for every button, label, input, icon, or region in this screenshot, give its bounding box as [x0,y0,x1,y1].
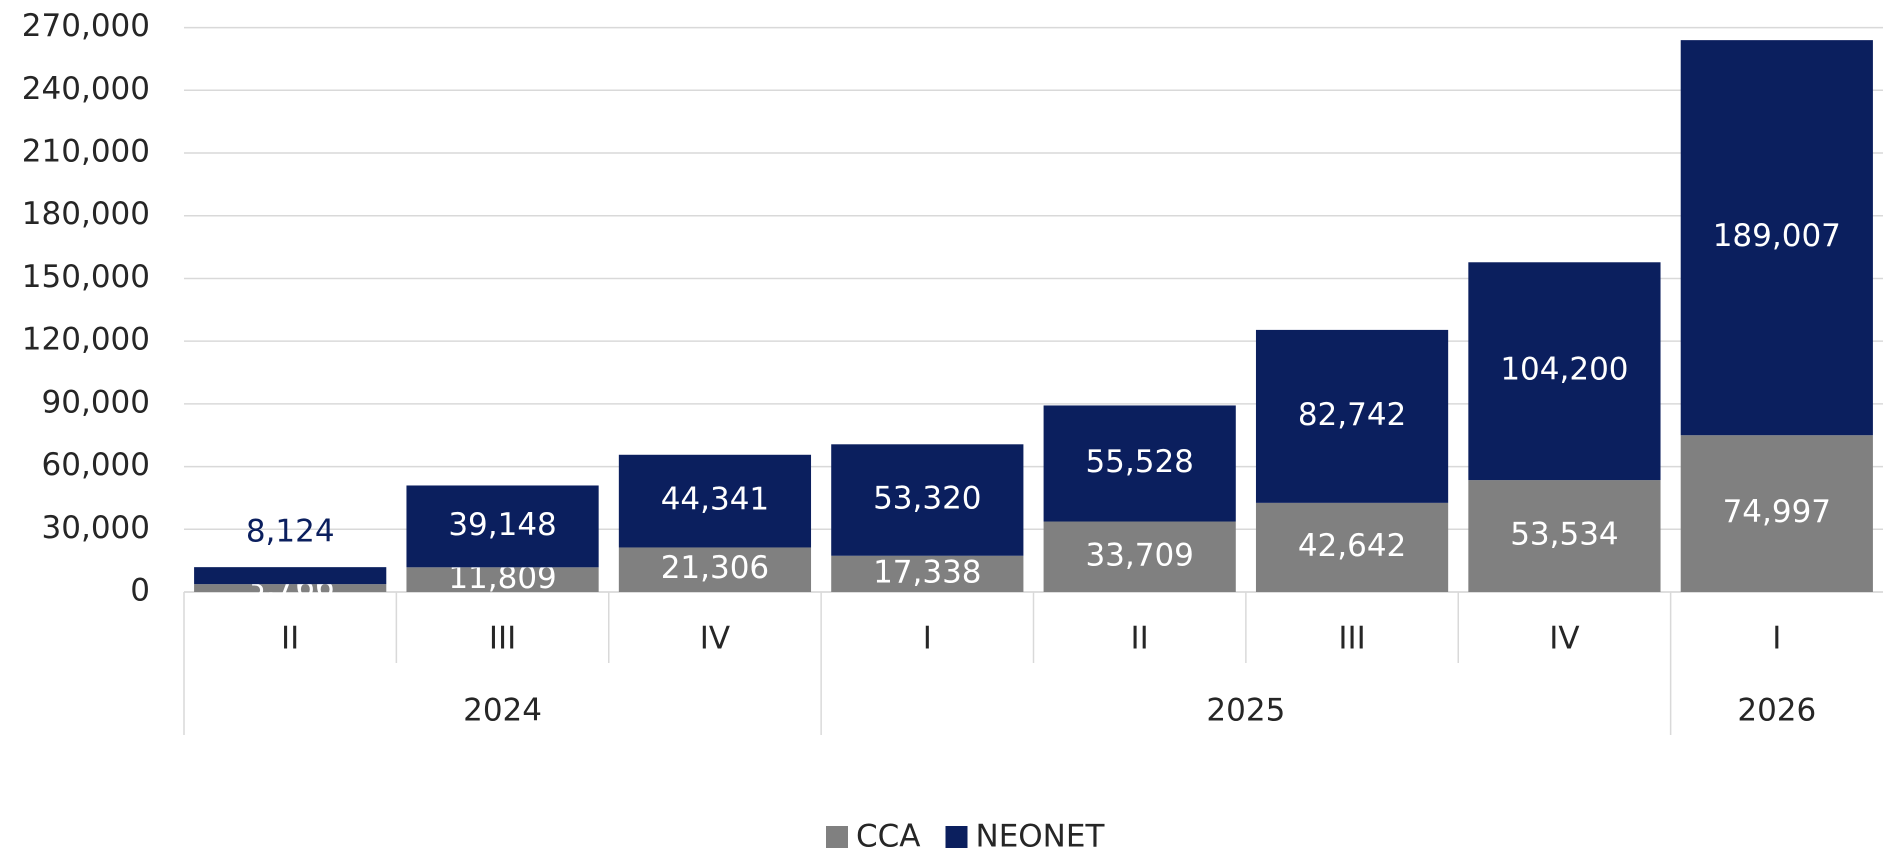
bar-segment [618,454,812,548]
y-tick-label: 30,000 [42,510,150,546]
x-tick-label: II [1131,621,1149,657]
bar-segment [1043,405,1236,522]
x-tick-label: IV [700,621,730,657]
data-label: 17,338 [873,554,981,590]
data-label: 74,997 [1723,494,1831,530]
data-label: 189,007 [1713,218,1841,254]
bar-segment [1043,521,1236,592]
data-label: 44,341 [661,482,769,518]
bar-segment [831,555,1024,592]
x-tick-label: I [923,621,932,657]
group-label: 2024 [463,693,542,729]
group-label: 2025 [1206,693,1285,729]
data-label: 8,124 [246,514,335,550]
data-label: 42,642 [1298,528,1406,564]
data-label: 21,306 [661,550,769,586]
data-label: 53,534 [1510,517,1618,553]
bar-segment [1680,40,1873,436]
y-tick-label: 60,000 [42,447,150,483]
y-tick-label: 240,000 [22,71,150,107]
bar-segment [406,567,599,592]
y-tick-label: 180,000 [22,196,150,232]
bar-segment [1468,262,1661,481]
bar-segment [194,584,387,592]
bar-segment [1468,480,1661,592]
bar-segment [406,485,599,568]
data-label: 53,320 [873,481,981,517]
y-tick-label: 150,000 [22,259,150,295]
bar-segment [1680,435,1873,592]
y-tick-label: 210,000 [22,134,150,170]
y-tick-label: 0 [130,573,150,609]
bar-segment [1255,502,1449,592]
x-tick-label: II [281,621,299,657]
x-tick-label: IV [1549,621,1579,657]
data-label: 104,200 [1500,352,1628,388]
bar-segment [194,567,387,585]
data-label: 33,709 [1085,537,1193,573]
legend-label: NEONET [976,819,1106,855]
group-label: 2026 [1737,693,1816,729]
bar-segment [831,444,1024,556]
x-tick-label: III [1338,621,1365,657]
legend-label: CCA [856,819,921,855]
x-tick-label: III [489,621,516,657]
bar-segment [1255,329,1449,503]
data-label: 39,148 [448,507,556,543]
y-tick-label: 270,000 [22,8,150,44]
legend-swatch [945,826,968,848]
x-tick-label: I [1772,621,1781,657]
y-tick-label: 90,000 [42,384,150,420]
data-label: 82,742 [1298,397,1406,433]
legend-swatch [826,826,848,848]
y-tick-label: 120,000 [22,322,150,358]
bar-segment [618,547,812,592]
data-label: 55,528 [1085,444,1193,480]
